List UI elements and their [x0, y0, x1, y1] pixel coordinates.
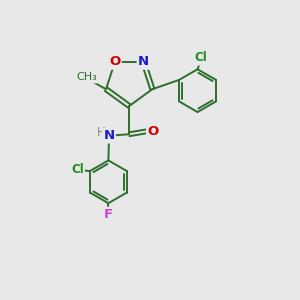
Text: O: O — [147, 125, 159, 138]
Text: N: N — [103, 129, 115, 142]
Text: F: F — [104, 208, 113, 221]
Text: CH₃: CH₃ — [76, 72, 97, 82]
Text: N: N — [138, 56, 149, 68]
Text: Cl: Cl — [194, 52, 207, 64]
Text: H: H — [97, 126, 106, 139]
Text: O: O — [109, 56, 121, 68]
Text: Cl: Cl — [71, 163, 84, 176]
